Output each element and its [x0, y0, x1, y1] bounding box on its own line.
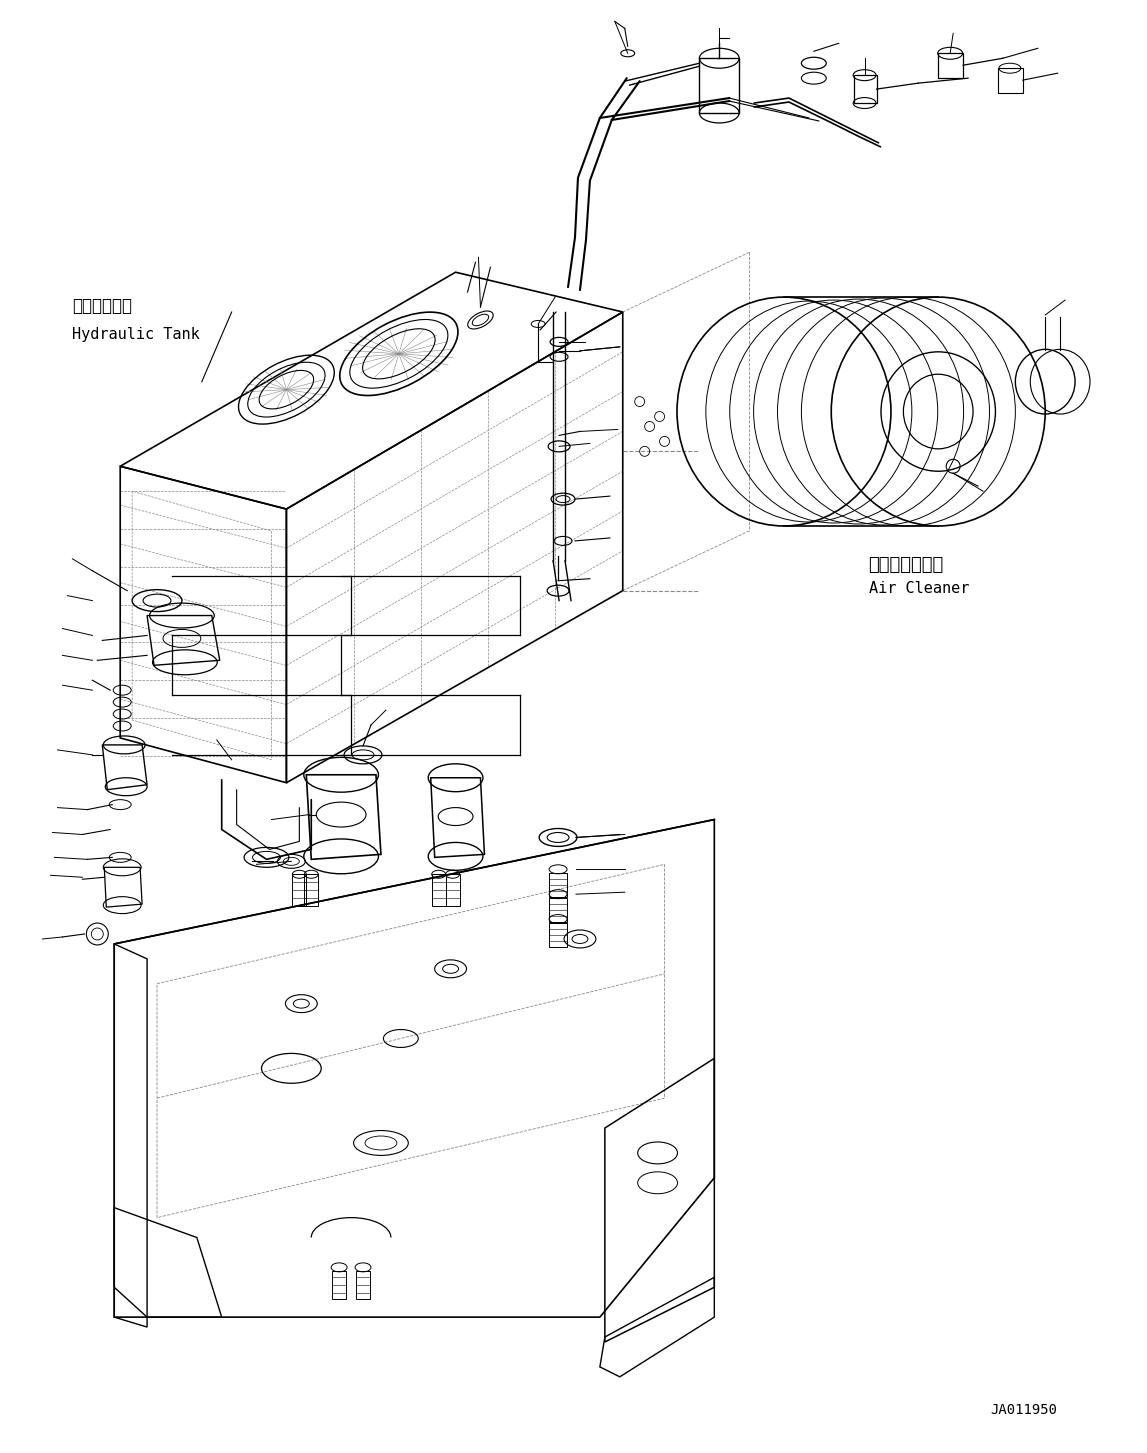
Text: Air Cleaner: Air Cleaner [868, 581, 969, 596]
Text: エアークリーナ: エアークリーナ [868, 556, 944, 574]
Text: JA011950: JA011950 [991, 1402, 1058, 1417]
Text: Hydraulic Tank: Hydraulic Tank [72, 327, 201, 341]
Text: 作動油タンク: 作動油タンク [72, 296, 132, 315]
